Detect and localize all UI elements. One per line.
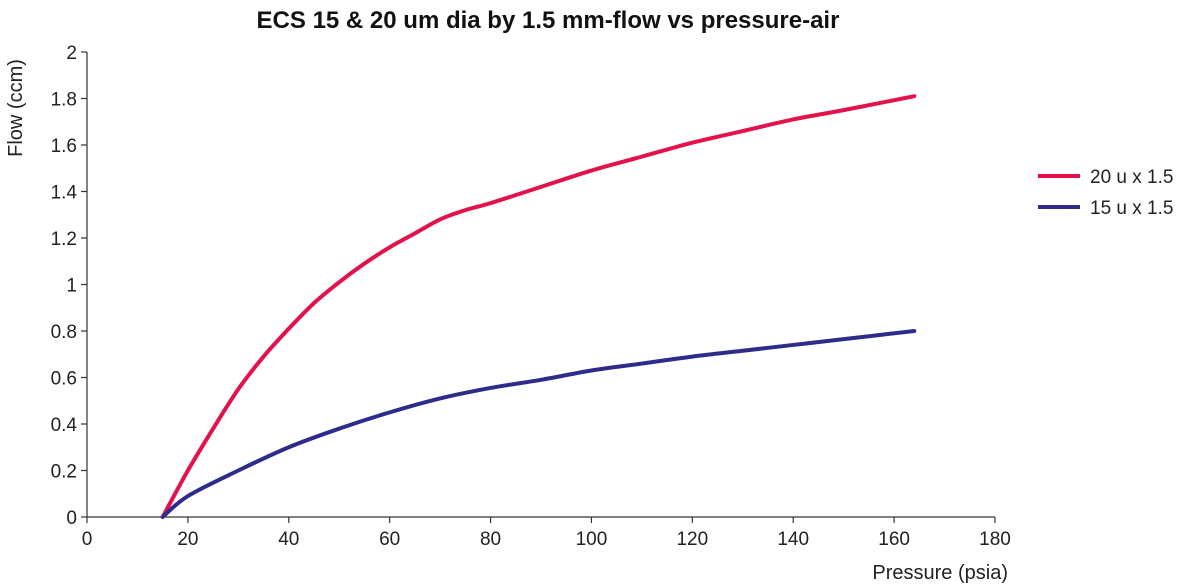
y-tick-label: 1.6 [51,136,77,157]
legend-label-20u: 20 u x 1.5 [1090,167,1173,188]
y-tick-label: 1.2 [51,229,77,250]
series-lines [160,94,917,519]
chart-title: ECS 15 & 20 um dia by 1.5 mm-flow vs pre… [257,7,840,34]
y-tick-label: 0.2 [51,462,77,483]
y-tick-label: 2 [66,43,77,64]
y-tick-label: 0.4 [51,415,78,436]
x-tick-label: 120 [676,529,708,550]
series-line-0 [160,94,917,519]
legend-item-20u: 20 u x 1.5 [1038,167,1173,188]
y-axis-label: Flow (ccm) [5,59,27,157]
x-tick-label: 40 [278,529,299,550]
legend-label-15u: 15 u x 1.5 [1090,198,1173,219]
x-ticks: 0 20 40 60 80 100 120 140 160 180 [82,517,1011,550]
y-ticks: 0 0.2 0.4 0.6 0.8 1 1.2 1.4 1.6 1.8 2 [51,43,87,529]
x-tick-label: 160 [878,529,910,550]
x-tick-label: 140 [777,529,809,550]
x-tick-label: 60 [379,529,400,550]
x-tick-label: 100 [576,529,608,550]
x-tick-label: 180 [979,529,1011,550]
legend: 20 u x 1.5 15 u x 1.5 [1038,167,1173,219]
series-line-1 [160,329,917,519]
x-axis-label: Pressure (psia) [872,562,1008,584]
y-tick-label: 1.8 [51,90,77,111]
legend-item-15u: 15 u x 1.5 [1038,198,1173,219]
x-tick-label: 20 [177,529,198,550]
x-tick-label: 80 [480,529,501,550]
y-tick-label: 0.8 [51,322,77,343]
y-tick-label: 0.6 [51,369,77,390]
x-tick-label: 0 [82,529,93,550]
y-tick-label: 1 [66,276,77,297]
y-tick-label: 0 [66,508,77,529]
y-tick-label: 1.4 [51,183,78,204]
plot-area: 0 20 40 60 80 100 120 140 160 180 0 0.2 0.4 0.6 0.8 1 1… [51,43,1011,550]
